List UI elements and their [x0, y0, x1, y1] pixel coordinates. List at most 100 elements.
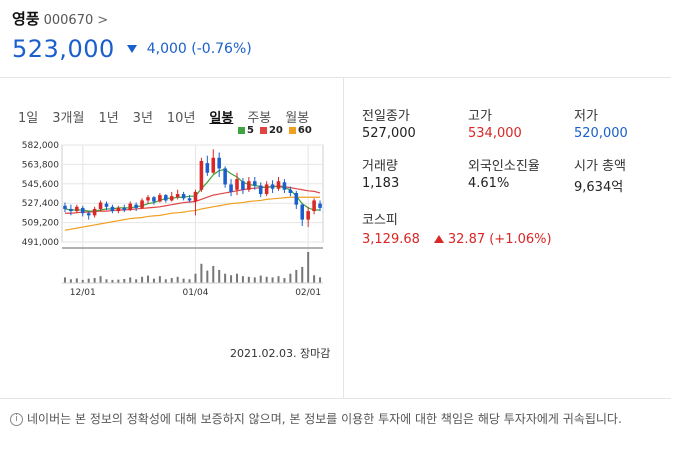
volume-bar	[182, 278, 185, 283]
legend-swatch	[259, 126, 267, 134]
volume-bar	[253, 277, 256, 283]
volume-bar	[247, 276, 250, 283]
tab-6[interactable]: 주봉	[247, 111, 272, 126]
tab-5[interactable]: 일봉	[209, 111, 234, 126]
candle-body	[193, 191, 198, 202]
candle-body	[140, 200, 144, 208]
price-change: 4,000 (-0.76%)	[146, 41, 252, 57]
volume-bar	[206, 270, 209, 283]
candle-body	[205, 163, 210, 173]
volume-bar	[307, 252, 310, 283]
moving-average-legend: 5 20 60	[238, 125, 312, 136]
candle-body	[169, 196, 174, 201]
disclaimer: i 네이버는 본 정보의 정확성에 대해 보증하지 않으며, 본 정보를 이용한 …	[10, 411, 670, 427]
kospi-value: 3,129.68	[362, 232, 420, 247]
stat-value: 527,000	[362, 126, 416, 141]
candle-body	[75, 206, 79, 212]
candle-body	[69, 208, 73, 212]
volume-bar	[117, 279, 120, 283]
volume-bar	[147, 275, 150, 283]
candle-body	[80, 207, 85, 214]
up-arrow-icon	[433, 235, 444, 243]
candle-body	[92, 208, 97, 216]
kospi-change-wrap: 32.87 (+1.06%)	[433, 232, 552, 247]
stat-1: 고가 534,000	[468, 105, 574, 141]
stock-code[interactable]: 000670	[43, 13, 94, 28]
candle-body	[312, 200, 316, 212]
candle-body	[116, 207, 121, 212]
kospi-change: 32.87 (+1.06%)	[447, 232, 552, 247]
tab-2[interactable]: 1년	[98, 111, 119, 126]
x-tick-label: 02/01	[295, 288, 321, 298]
divider-vertical	[343, 78, 344, 398]
volume-bar	[164, 279, 167, 283]
kospi-label[interactable]: 코스피	[362, 213, 398, 228]
volume-bar	[283, 278, 286, 283]
volume-bar	[93, 278, 96, 283]
volume-bar	[129, 277, 132, 283]
volume-bar	[265, 276, 268, 283]
stat-label: 저가	[574, 109, 598, 124]
tab-3[interactable]: 3년	[132, 111, 153, 126]
stat-value: 4.61%	[468, 176, 510, 191]
ma60-line	[64, 196, 321, 231]
legend-label: 5	[247, 125, 254, 136]
candle-body	[63, 205, 67, 209]
volume-bar	[81, 279, 84, 283]
tab-1[interactable]: 3개월	[52, 111, 85, 126]
candle-body	[294, 192, 299, 205]
volume-bar	[194, 273, 197, 283]
price-row: 523,000 4,000 (-0.76%)	[12, 35, 252, 63]
candle-body	[164, 195, 168, 201]
y-tick-label: 582,000	[22, 141, 59, 151]
stat-0: 전일종가 527,000	[362, 105, 468, 141]
volume-bar	[224, 273, 227, 283]
candle-body	[175, 194, 180, 198]
candle-body	[152, 197, 156, 202]
volume-bar	[200, 263, 203, 283]
candle-body	[98, 202, 103, 209]
volume-bar	[188, 279, 191, 283]
stat-4: 외국인소진율 4.61%	[468, 155, 574, 195]
stat-value: 534,000	[468, 126, 522, 141]
candle-body	[247, 181, 251, 190]
candle-body	[199, 160, 204, 190]
stat-2: 저가 520,000	[574, 105, 674, 141]
chevron-right-icon[interactable]: >	[97, 13, 109, 28]
stock-title-row[interactable]: 영풍 000670 >	[12, 8, 252, 29]
stat-3: 거래량 1,183	[362, 155, 468, 195]
legend-ma-60: 60	[288, 125, 312, 136]
volume-bar	[152, 278, 155, 283]
volume-bar	[241, 276, 244, 283]
tab-4[interactable]: 10년	[166, 111, 196, 126]
y-tick-label: 527,400	[22, 199, 59, 209]
candle-body	[235, 179, 239, 190]
divider-top	[0, 77, 671, 78]
legend-swatch	[238, 126, 245, 134]
candle-body	[229, 184, 233, 192]
candle-body	[318, 203, 322, 208]
tab-7[interactable]: 월봉	[285, 111, 310, 126]
stock-name[interactable]: 영풍	[12, 10, 40, 28]
kospi-row: 3,129.68 32.87 (+1.06%)	[362, 232, 672, 247]
chart-date: 2021.02.03. 장마감	[230, 347, 331, 360]
volume-bar	[259, 275, 262, 283]
candle-body	[122, 207, 127, 211]
volume-bar	[301, 266, 304, 283]
candle-body	[217, 157, 221, 169]
candle-body	[241, 181, 245, 190]
volume-bar	[141, 276, 144, 283]
current-price: 523,000	[12, 35, 115, 63]
kospi-summary[interactable]: 코스피 3,129.68 32.87 (+1.06%)	[362, 209, 672, 247]
down-arrow-icon	[126, 45, 137, 53]
stat-value: 520,000	[574, 126, 628, 141]
stat-label: 거래량	[362, 159, 398, 174]
tab-0[interactable]: 1일	[18, 111, 39, 126]
volume-bar	[170, 278, 173, 283]
volume-bar	[235, 273, 238, 283]
stat-label: 외국인소진율	[468, 159, 540, 174]
volume-bar	[176, 276, 179, 283]
candle-body	[300, 204, 305, 220]
stock-chart[interactable]: 582,000 563,800 545,600 527,400 509,200 491,0…	[10, 138, 330, 298]
candle-body	[134, 204, 138, 208]
